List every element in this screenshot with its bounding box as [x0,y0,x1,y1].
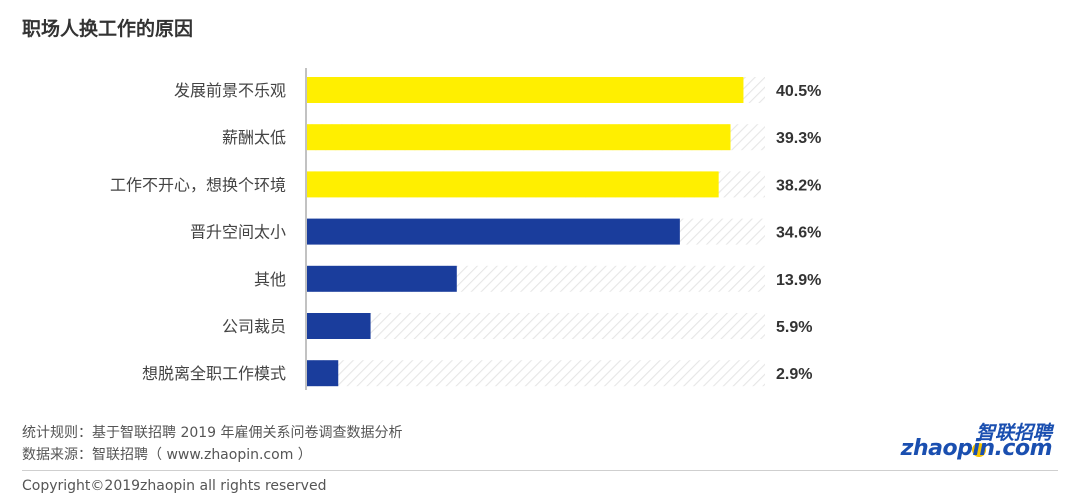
logo-dot-icon [972,443,986,457]
value-label: 38.2% [776,177,821,194]
zhaopin-logo: 智联招聘 zhaopin.com [901,418,1053,464]
copyright-text: Copyright©2019zhaopin all rights reserve… [22,478,327,494]
value-label: 40.5% [776,83,821,100]
bar-track [307,360,765,387]
logo-en-text: zhaopin.com [900,436,1053,461]
category-label: 其他 [254,270,286,289]
bar [307,171,719,198]
bar-track [307,313,765,339]
footer-rule: 统计规则：基于智联招聘 2019 年雇佣关系问卷调查数据分析 [22,425,403,441]
category-label: 工作不开心，想换个环境 [110,175,286,194]
bar [307,124,731,151]
value-label: 39.3% [776,130,821,147]
bar [307,265,457,292]
category-label: 想脱离全职工作模式 [142,364,286,383]
category-label: 晋升空间太小 [190,223,286,242]
chart-title: 职场人换工作的原因 [22,18,194,40]
footer-divider [22,470,1058,471]
category-label: 公司裁员 [222,317,286,336]
value-label: 13.9% [776,272,821,289]
bar [307,360,339,387]
footer-source: 数据来源：智联招聘（ www.zhaopin.com ） [22,447,312,463]
bar [307,313,371,339]
category-label: 发展前景不乐观 [174,81,286,100]
bar [307,218,680,245]
value-label: 34.6% [776,225,821,242]
value-label: 5.9% [776,319,812,336]
bar [307,77,744,103]
value-label: 2.9% [776,366,812,383]
bar-chart: 发展前景不乐观 40.5% 薪酬太低 39.3% 工作不开心，想换个环境 38.2% 晋升空… [110,68,821,390]
logo-cn-text: 智联招聘 [975,422,1052,444]
category-label: 薪酬太低 [222,128,286,147]
